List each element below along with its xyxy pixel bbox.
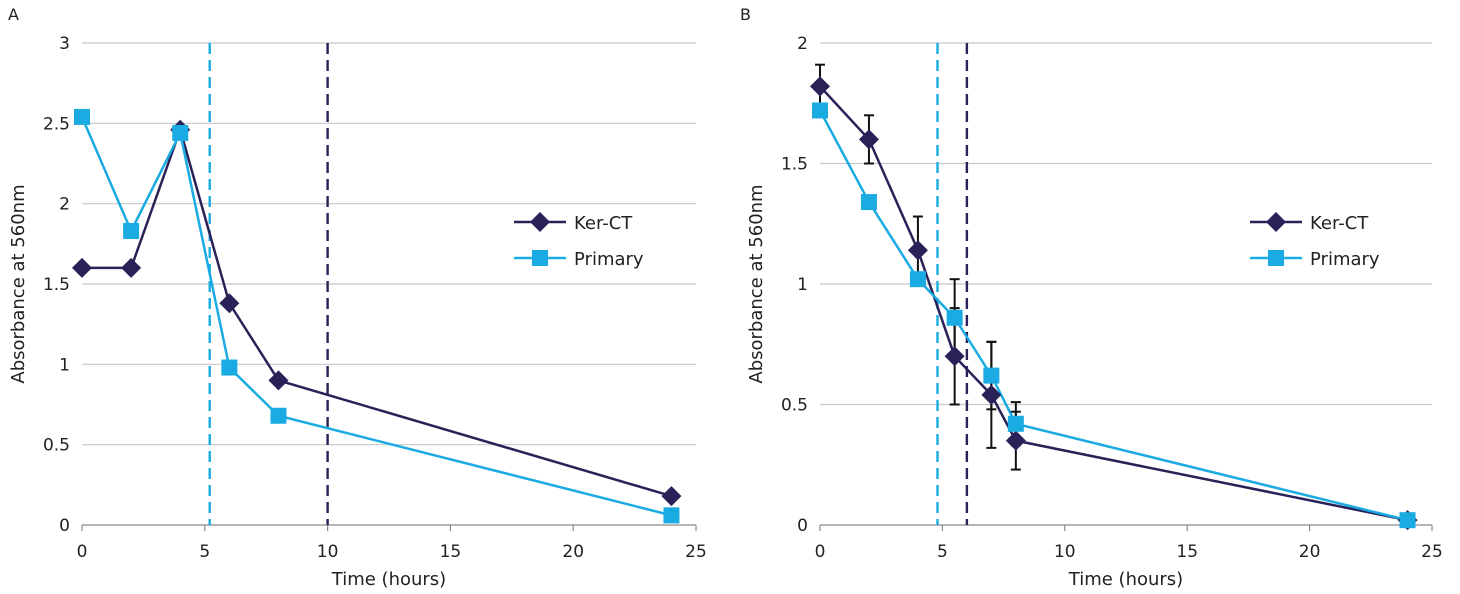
data-point-ker-ct — [219, 293, 240, 314]
y-tick-label: 3 — [59, 34, 70, 54]
y-tick-label: 2 — [59, 195, 70, 215]
data-point-primary — [172, 124, 189, 141]
data-point-ker-ct — [858, 129, 879, 150]
y-axis-title: Absorbance at 560nm — [746, 184, 767, 383]
x-tick-label: 5 — [199, 542, 210, 562]
data-point-primary — [221, 359, 238, 376]
x-tick-label: 5 — [937, 542, 948, 562]
data-point-primary — [1007, 415, 1024, 432]
legend-label: Primary — [1310, 249, 1380, 270]
data-point-primary — [860, 194, 877, 211]
data-point-primary — [983, 367, 1000, 384]
y-tick-label: 1 — [59, 355, 70, 375]
y-tick-label: 0.5 — [43, 436, 70, 456]
y-axis-title: Absorbance at 560nm — [8, 184, 29, 383]
legend-label: Ker-CT — [574, 213, 633, 234]
series-line-primary — [80, 116, 672, 517]
data-point-ker-ct — [810, 76, 830, 97]
x-axis-title: Time (hours) — [331, 569, 446, 590]
x-tick-label: 25 — [685, 542, 707, 562]
x-tick-label: 20 — [562, 542, 584, 562]
y-tick-label: 1.5 — [43, 275, 70, 295]
y-tick-label: 2 — [797, 34, 808, 54]
series-line-primary — [818, 109, 1408, 522]
data-point-ker-ct — [72, 257, 92, 278]
x-tick-label: 25 — [1421, 542, 1443, 562]
data-point-primary — [812, 102, 828, 119]
y-tick-label: 0 — [797, 516, 808, 536]
data-point-ker-ct — [1005, 430, 1026, 451]
x-tick-label: 0 — [815, 542, 826, 562]
x-tick-label: 15 — [440, 542, 462, 562]
data-point-primary — [663, 507, 680, 524]
legend-label: Ker-CT — [1310, 213, 1369, 234]
x-tick-label: 20 — [1299, 542, 1321, 562]
data-point-ker-ct — [944, 346, 965, 367]
x-tick-label: 15 — [1176, 542, 1198, 562]
x-axis-title: Time (hours) — [1068, 569, 1183, 590]
data-point-primary — [74, 108, 90, 125]
data-point-ker-ct — [121, 257, 142, 278]
series-line-ker-ct — [819, 85, 1408, 522]
legend-marker — [1268, 250, 1284, 266]
legend-marker — [1266, 212, 1286, 232]
data-point-ker-ct — [981, 384, 1002, 405]
data-point-primary — [946, 309, 963, 326]
x-tick-label: 0 — [77, 542, 88, 562]
data-point-primary — [123, 222, 140, 239]
x-tick-label: 10 — [317, 542, 339, 562]
y-tick-label: 0.5 — [781, 396, 808, 416]
legend-label: Primary — [574, 249, 644, 270]
y-tick-label: 1 — [797, 275, 808, 295]
data-point-ker-ct — [268, 370, 289, 391]
data-point-primary — [270, 407, 287, 424]
y-tick-label: 1.5 — [781, 155, 808, 175]
data-point-primary — [909, 271, 926, 288]
data-point-primary — [1399, 512, 1416, 529]
chart-panel-a: A 0 0.5 1 1.5 2 2.5 3 0 5 10 15 20 25 Time (hours) Abso… — [8, 5, 707, 590]
y-tick-label: 0 — [59, 516, 70, 536]
legend-marker — [532, 250, 548, 266]
panel-letter: A — [8, 5, 19, 24]
data-point-ker-ct — [661, 486, 682, 507]
y-tick-label: 2.5 — [43, 114, 70, 134]
panel-letter: B — [740, 5, 751, 24]
data-point-ker-ct — [907, 240, 928, 261]
x-tick-label: 10 — [1054, 542, 1076, 562]
legend-marker — [530, 212, 550, 232]
